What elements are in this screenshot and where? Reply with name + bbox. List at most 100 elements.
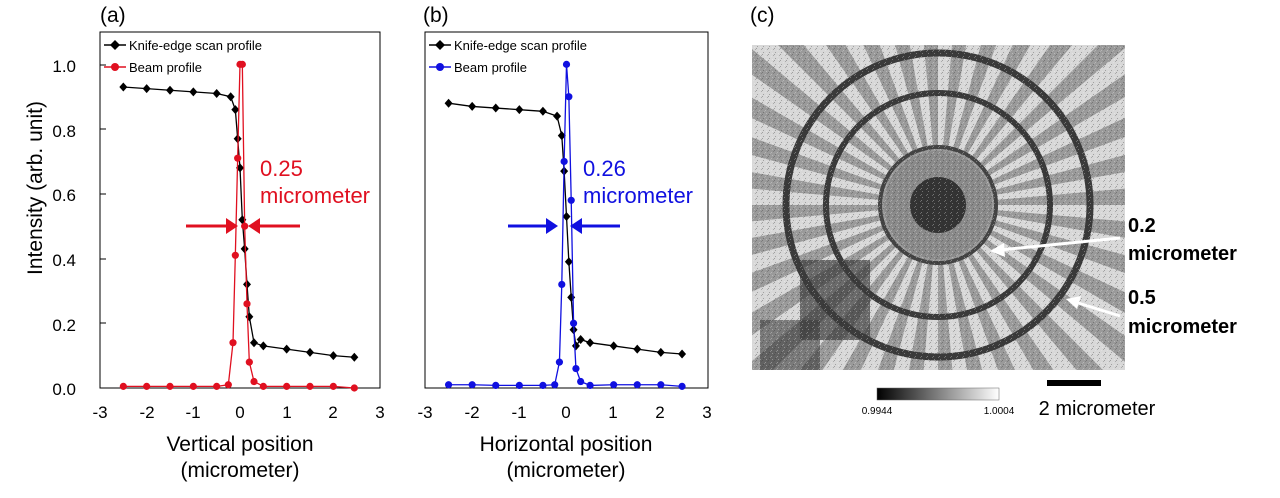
y-tick-label: 0.8	[52, 122, 76, 141]
data-point	[468, 101, 477, 111]
data-point	[468, 381, 476, 389]
data-point	[329, 351, 338, 361]
scale-bar	[1047, 380, 1101, 386]
data-point	[572, 364, 580, 373]
colorbar-max-label: 1.0004	[984, 406, 1015, 417]
series-line	[448, 102, 683, 355]
data-point	[569, 319, 578, 327]
plot-a-frame	[99, 31, 381, 389]
data-point	[259, 341, 268, 351]
data-point	[240, 244, 249, 254]
circle-marker-icon	[111, 63, 119, 71]
data-point	[562, 60, 571, 68]
data-point	[259, 382, 267, 390]
data-point	[231, 105, 240, 115]
data-point	[576, 334, 585, 344]
fwhm-annotation-a: 0.25 micrometer	[186, 156, 370, 234]
data-point	[577, 377, 585, 386]
fwhm-unit-a: micrometer	[260, 183, 370, 208]
y-ticks-a: 0.0 0.2 0.4 0.6 0.8 1.0	[52, 57, 106, 399]
data-point	[238, 60, 246, 68]
siemens-star-image	[752, 45, 1125, 370]
x-ticks-b: -3 -2 -1 0 1 2 3	[417, 403, 711, 422]
data-point	[142, 84, 151, 94]
data-point	[491, 103, 500, 113]
series-line	[123, 63, 355, 389]
label-0-2-value: 0.2	[1128, 215, 1156, 237]
data-point	[329, 382, 337, 390]
data-point	[234, 154, 242, 162]
data-point	[250, 338, 258, 348]
data-point	[610, 381, 618, 389]
data-point	[241, 222, 249, 230]
data-point	[231, 251, 239, 259]
data-point	[119, 82, 128, 92]
x-tick-label: 0	[235, 403, 244, 422]
data-point	[678, 382, 686, 390]
legend-knife-a: Knife-edge scan profile	[129, 38, 262, 53]
arrow-left-icon	[1066, 296, 1081, 309]
diamond-marker-icon	[435, 40, 445, 50]
label-0-2-unit: micrometer	[1128, 243, 1237, 265]
arrow-0-2	[990, 236, 1121, 257]
x-tick-label: -3	[417, 403, 432, 422]
data-point	[166, 382, 174, 390]
fwhm-unit-b: micrometer	[583, 183, 693, 208]
panel-label-b: (b)	[423, 4, 449, 27]
arrow-left-icon	[248, 218, 260, 234]
data-point	[539, 381, 547, 390]
data-point	[492, 381, 500, 390]
y-axis-title: Intensity (arb. unit)	[24, 101, 47, 275]
x-tick-label: 3	[702, 403, 711, 422]
plot-a-data	[119, 60, 359, 392]
circle-marker-icon	[436, 63, 444, 71]
data-point	[555, 358, 564, 366]
x-tick-label: -2	[464, 403, 479, 422]
data-point	[229, 339, 237, 347]
data-point	[224, 381, 232, 389]
arrow-right-icon	[546, 218, 558, 234]
data-point	[560, 157, 568, 166]
data-point	[633, 344, 642, 354]
diamond-marker-icon	[110, 40, 120, 50]
data-point	[306, 382, 314, 390]
fwhm-value-a: 0.25	[260, 156, 303, 181]
data-point	[283, 382, 291, 390]
data-point	[538, 106, 547, 116]
plot-b-frame	[424, 31, 709, 389]
y-tick-label: 1.0	[52, 57, 76, 76]
x-tick-label: -1	[511, 403, 526, 422]
data-point	[243, 300, 251, 308]
data-point	[166, 85, 174, 95]
legend-a: Knife-edge scan profile Beam profile	[104, 38, 262, 75]
data-point	[558, 280, 566, 289]
x-tick-label: -3	[92, 403, 107, 422]
legend-beam-b: Beam profile	[454, 60, 527, 75]
label-0-5-value: 0.5	[1128, 287, 1156, 309]
data-point	[515, 105, 524, 115]
data-point	[565, 93, 573, 101]
data-point	[678, 349, 687, 359]
fwhm-annotation-b: 0.26 micrometer	[508, 156, 693, 234]
x-tick-label: 1	[282, 403, 291, 422]
panel-label-c: (c)	[750, 4, 775, 27]
x-axis-title-b-line2: (micrometer)	[507, 459, 626, 482]
data-point	[553, 111, 562, 121]
arrow-left-icon	[570, 218, 582, 234]
data-point	[444, 381, 453, 389]
data-point	[245, 312, 254, 322]
data-point	[350, 384, 358, 392]
data-point	[633, 381, 641, 389]
data-point	[189, 382, 197, 390]
arrow-left-icon	[990, 243, 1005, 257]
y-tick-label: 0.6	[52, 186, 76, 205]
x-axis-title-a-line1: Vertical position	[166, 433, 313, 456]
y-tick-label: 0.2	[52, 316, 76, 335]
data-point	[213, 382, 221, 390]
scale-bar-label: 2 micrometer	[1039, 398, 1156, 420]
x-axis-title-a-line2: (micrometer)	[181, 459, 300, 482]
arrow-0-5	[1066, 296, 1121, 318]
x-ticks-a: -3 -2 -1 0 1 2 3	[92, 403, 384, 422]
data-point	[245, 358, 253, 366]
